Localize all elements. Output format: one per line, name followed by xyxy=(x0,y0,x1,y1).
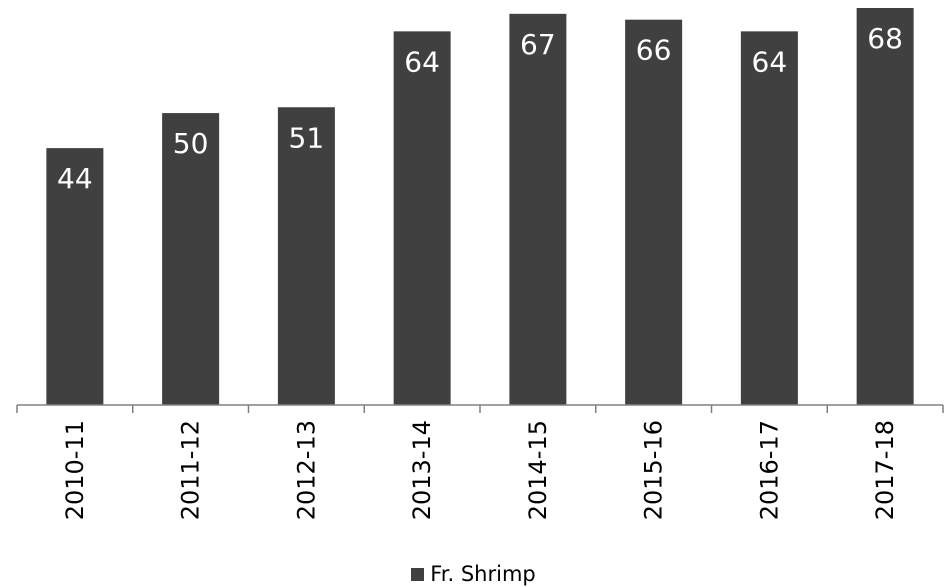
x-tick-label-2013-14: 2013-14 xyxy=(408,420,436,520)
data-label-2016-17: 64 xyxy=(752,45,788,78)
legend-swatch-fr-shrimp xyxy=(411,567,425,581)
bar-2015-16 xyxy=(625,19,683,406)
x-tick-label-2010-11: 2010-11 xyxy=(61,420,89,520)
bar-2011-12 xyxy=(162,113,220,405)
chart-legend: Fr. Shrimp xyxy=(0,562,947,586)
bar-2014-15 xyxy=(509,13,567,406)
bar-2012-13 xyxy=(277,107,335,405)
bar-2010-11 xyxy=(46,148,104,405)
data-label-2013-14: 64 xyxy=(404,45,440,78)
data-label-2014-15: 67 xyxy=(520,28,556,61)
x-tick-label-2011-12: 2011-12 xyxy=(177,420,205,520)
x-tick-label-2016-17: 2016-17 xyxy=(755,420,783,520)
x-tick-label-2017-18: 2017-18 xyxy=(871,420,899,520)
bar-2017-18 xyxy=(856,8,914,405)
data-label-2012-13: 51 xyxy=(289,121,325,154)
x-tick-label-2014-15: 2014-15 xyxy=(524,420,552,520)
data-label-2011-12: 50 xyxy=(173,127,209,160)
x-tick-label-2012-13: 2012-13 xyxy=(292,420,320,520)
data-label-2015-16: 66 xyxy=(636,34,672,67)
bar-2016-17 xyxy=(740,31,798,405)
chart-plot: 44 50 51 64 67 66 64 68 2010-11 2011-12 2012-13 201… xyxy=(16,8,944,520)
x-tick-label-2015-16: 2015-16 xyxy=(640,420,668,520)
data-label-2017-18: 68 xyxy=(867,22,903,55)
legend-label-fr-shrimp: Fr. Shrimp xyxy=(430,562,536,586)
bar-2013-14 xyxy=(393,31,451,405)
data-label-2010-11: 44 xyxy=(57,162,93,195)
